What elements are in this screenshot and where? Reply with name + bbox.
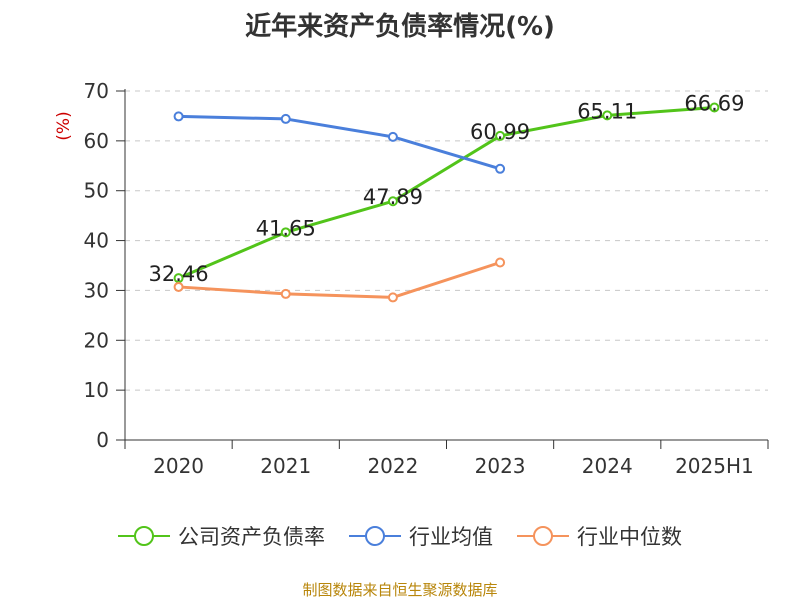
data-point <box>495 130 506 141</box>
data-label: 60.99 <box>470 120 530 144</box>
data-label: 41.65 <box>256 216 316 240</box>
y-tick-label: 60 <box>84 129 109 153</box>
data-point <box>709 102 720 113</box>
legend-item-industry-median[interactable]: 行业中位数 <box>517 521 682 551</box>
data-point <box>173 281 184 292</box>
data-point <box>280 113 291 124</box>
x-tick-label: 2022 <box>367 454 418 478</box>
grid-lines <box>125 90 768 391</box>
data-point <box>280 288 291 299</box>
x-tick-label: 2021 <box>260 454 311 478</box>
y-tick-label: 50 <box>84 179 109 203</box>
series-line-2 <box>178 261 501 299</box>
chart-title: 近年来资产负债率情况(%) <box>245 12 555 42</box>
y-axis-unit: (%) <box>54 111 74 140</box>
x-tick-label: 2025H1 <box>675 454 754 478</box>
data-point <box>495 257 506 268</box>
y-tick-label: 30 <box>84 278 109 302</box>
y-tick-label: 20 <box>84 328 109 352</box>
x-tick-label: 2020 <box>153 454 204 478</box>
y-tick-label: 40 <box>84 229 109 253</box>
source-note: 制图数据来自恒生聚源数据库 <box>302 581 498 599</box>
legend: 公司资产负债率 行业均值 行业中位数 <box>0 518 800 554</box>
data-point <box>602 110 613 121</box>
x-tick-label: 2023 <box>475 454 526 478</box>
legend-swatch-company <box>118 526 170 546</box>
y-tick-label: 70 <box>84 79 109 103</box>
data-label: 66.69 <box>684 92 744 116</box>
legend-item-company[interactable]: 公司资产负债率 <box>118 521 325 551</box>
series-layer <box>173 102 720 303</box>
data-label: 47.89 <box>363 185 423 209</box>
data-labels: 32.46 41.65 47.89 60.99 65.11 66.69 <box>149 92 745 287</box>
data-point <box>387 196 398 207</box>
y-tick-label: 10 <box>84 378 109 402</box>
data-label: 32.46 <box>149 262 209 286</box>
legend-item-industry-mean[interactable]: 行业均值 <box>349 521 493 551</box>
data-label: 65.11 <box>577 99 637 123</box>
data-point <box>387 131 398 142</box>
legend-label-company: 公司资产负债率 <box>178 525 325 549</box>
data-point <box>495 163 506 174</box>
legend-swatch-industry-median <box>517 526 569 546</box>
legend-label-industry-mean: 行业均值 <box>409 525 493 549</box>
series-line-1 <box>178 114 501 171</box>
data-point <box>280 227 291 238</box>
data-point <box>173 111 184 122</box>
legend-swatch-industry-mean <box>349 526 401 546</box>
series-line-0 <box>177 106 715 280</box>
data-point <box>387 292 398 303</box>
axes: 0 10 20 30 40 50 60 70 2020 2021 2022 2023 2024 2025H… <box>54 79 769 478</box>
x-tick-label: 2024 <box>582 454 633 478</box>
legend-label-industry-median: 行业中位数 <box>577 525 682 549</box>
y-tick-label: 0 <box>96 428 109 452</box>
